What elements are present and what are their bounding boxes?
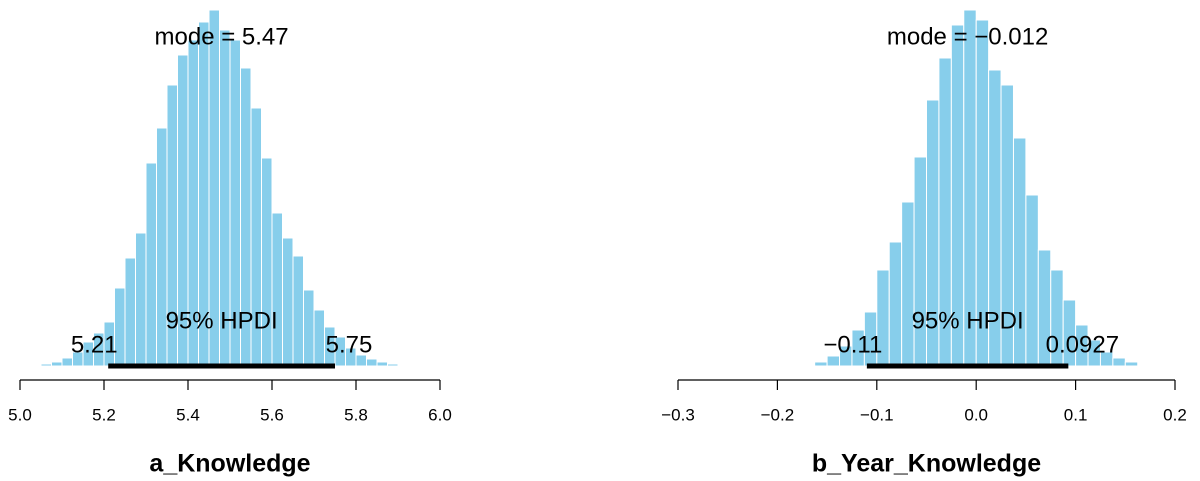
x-tick-label: 5.6 [260,405,284,424]
hpdi-upper-label: 0.0927 [1046,331,1119,358]
bar [397,364,409,367]
x-tick-label: 6.0 [428,405,452,424]
bar [51,361,63,367]
bar [801,364,816,367]
x-tick-label: −0.1 [860,405,894,424]
bar [61,357,73,367]
x-tick-label: 5.0 [8,405,32,424]
bar [376,361,388,367]
mode-label: mode = 5.47 [155,23,289,50]
bar [408,364,420,367]
bar [387,363,399,367]
bar [1124,361,1139,367]
bar [313,309,325,367]
bar [366,358,378,367]
hpdi-lower-label: 5.21 [71,331,118,358]
bar [888,241,903,367]
x-tick-label: 5.4 [176,405,200,424]
x-tick-label: 5.2 [92,405,116,424]
bar [271,212,283,367]
bar [913,156,928,367]
x-tick-label: 0.2 [1163,405,1187,424]
bar [1112,357,1126,367]
bar [303,289,315,367]
x-tick-label: 0.1 [1064,405,1088,424]
bar [292,255,304,367]
hpdi-label: 95% HPDI [912,307,1024,334]
x-tick-label: 0.0 [964,405,988,424]
x-axis-label: b_Year_Knowledge [812,450,1041,478]
bar [901,201,915,367]
bar [814,361,828,367]
mode-label: mode = −0.012 [887,23,1048,50]
bar [135,232,147,367]
hpdi-upper-label: 5.75 [326,331,373,358]
bar [261,157,273,367]
hpdi-lower-label: −0.11 [823,331,882,358]
x-tick-label: −0.3 [661,405,695,424]
bar [282,237,294,367]
x-tick-label: 5.8 [344,405,368,424]
hpdi-label: 95% HPDI [166,307,278,334]
bar [145,162,157,367]
bar [1025,194,1039,367]
bar [124,257,136,367]
bar [40,363,52,367]
x-tick-label: −0.2 [761,405,795,424]
x-axis-label: a_Knowledge [149,450,310,478]
